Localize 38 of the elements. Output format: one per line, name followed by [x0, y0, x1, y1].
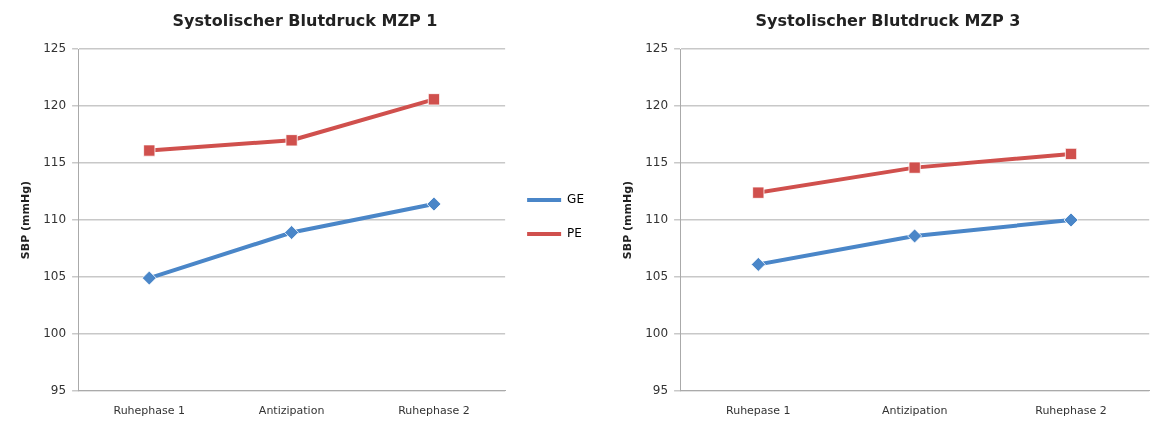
x-tick-label: Ruhephase 2	[1035, 404, 1107, 418]
y-tick-label: 125	[43, 41, 67, 56]
y-tick-label: 105	[43, 269, 67, 284]
legend-label: GE	[567, 192, 585, 207]
y-tick-label: 95	[50, 382, 67, 397]
x-tick-label: Ruhephase 1	[113, 404, 186, 418]
y-tick-label: 105	[645, 269, 669, 284]
x-tick-label: Ruhepase 1	[726, 404, 791, 418]
y-axis-title: SBP (mmHg)	[621, 180, 635, 260]
point	[750, 257, 766, 272]
point	[907, 228, 923, 244]
point	[1063, 212, 1079, 228]
point	[285, 134, 298, 147]
point	[427, 93, 441, 106]
x-tick-label: Antizipation	[881, 404, 948, 418]
chart-title: Systolischer Blutdruck MZP 3	[755, 10, 1021, 30]
y-tick-label: 120	[645, 98, 669, 113]
point	[143, 144, 156, 157]
y-tick-label: 100	[645, 325, 669, 340]
chart-title: Systolischer Blutdruck MZP 1	[172, 10, 438, 30]
point	[141, 270, 157, 286]
point	[426, 196, 442, 212]
y-tick-label: 110	[645, 212, 669, 227]
y-axis-title: SBP (mmHg)	[19, 180, 33, 260]
y-tick-label: 125	[645, 41, 669, 56]
y-tick-label: 115	[43, 155, 67, 170]
point	[908, 161, 921, 174]
legend-label: PE	[567, 226, 582, 241]
y-tick-label: 100	[43, 325, 67, 340]
point	[752, 186, 765, 199]
point	[1064, 147, 1078, 161]
x-tick-label: Antizipation	[258, 404, 325, 418]
y-tick-label: 95	[652, 382, 669, 397]
point	[284, 225, 300, 240]
y-tick-label: 120	[43, 98, 67, 113]
y-tick-label: 110	[43, 212, 67, 227]
x-tick-label: Ruhephase 2	[398, 404, 470, 418]
y-tick-label: 115	[645, 155, 669, 170]
